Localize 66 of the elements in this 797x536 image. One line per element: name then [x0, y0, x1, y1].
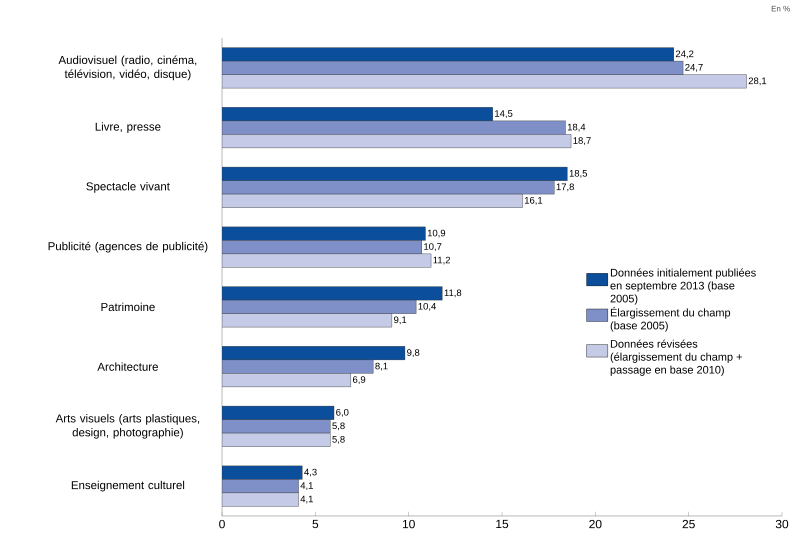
data-label: 8,1 [375, 362, 388, 371]
bar [222, 373, 352, 388]
y-tick-label: Spectacle vivant [86, 182, 170, 193]
data-label: 28,1 [748, 77, 766, 86]
legend-label: Données révisées (élargissement du champ + passage en base 2010) [610, 340, 742, 376]
y-tick-label: Audiovisuel (radio, cinéma, télévision, vidéo, disque) [58, 55, 196, 80]
legend-label: Données initialement publiées en septembre 2013 (base 2005) [610, 268, 756, 305]
x-tick-label: 30 [776, 520, 788, 528]
y-tick-label: Patrimoine [101, 302, 155, 312]
bar [222, 432, 330, 447]
data-label: 18,4 [568, 124, 586, 132]
bar [222, 254, 432, 268]
x-tick-label: 25 [682, 520, 695, 528]
data-label: 10,4 [418, 302, 436, 311]
data-label: 4,1 [300, 482, 313, 490]
data-label: 18,5 [570, 170, 588, 178]
x-tick-label: 10 [402, 520, 415, 528]
data-label: 9,8 [407, 349, 420, 358]
data-label: 17,8 [556, 183, 574, 192]
bar [222, 226, 426, 241]
bar [222, 194, 523, 208]
bar [222, 419, 330, 434]
bar [222, 466, 302, 480]
data-label: 10,7 [424, 243, 442, 252]
x-tick-label: 0 [219, 520, 225, 528]
legend-label: Élargissement du champ (base 2005) [610, 306, 730, 332]
data-label: 6,9 [352, 376, 366, 384]
bar [222, 180, 554, 194]
x-tick-label: 20 [589, 520, 602, 528]
bar [222, 346, 406, 360]
bar [222, 166, 568, 181]
data-label: 24,2 [676, 50, 694, 58]
y-tick-label: Enseignement culturel [72, 480, 184, 492]
bar [222, 300, 416, 314]
y-tick-label: Architecture [97, 362, 158, 371]
bar [222, 313, 392, 328]
y-tick-label: Publicité (agences de publicité) [48, 242, 208, 253]
bar [222, 479, 299, 494]
bar [222, 47, 674, 62]
data-label: 9,1 [394, 316, 406, 324]
y-tick-label: Arts visuels (arts plastiques, design, photographie) [56, 414, 200, 439]
x-tick-label: 15 [496, 520, 508, 528]
bar [222, 60, 684, 75]
bar [222, 360, 374, 374]
data-label: 4,3 [304, 468, 317, 477]
y-tick-label: Livre, presse [96, 122, 160, 133]
bar [222, 107, 493, 122]
data-label: 5,8 [332, 422, 345, 430]
bar [222, 286, 442, 300]
bar [222, 406, 334, 420]
bar [222, 492, 299, 507]
data-label: 5,8 [332, 436, 345, 444]
data-label: 10,9 [428, 230, 446, 238]
data-label: 6,0 [336, 408, 348, 417]
bar [222, 134, 572, 148]
bar [222, 74, 747, 88]
data-label: 11,8 [444, 289, 462, 298]
data-label: 4,1 [300, 496, 313, 504]
data-label: 24,7 [685, 64, 703, 72]
bar [222, 240, 422, 254]
x-tick-label: 5 [312, 520, 318, 528]
data-label: 14,5 [495, 110, 512, 118]
data-label: 11,2 [433, 256, 450, 265]
data-label: 18,7 [573, 137, 591, 146]
data-label: 16,1 [524, 196, 542, 205]
bar [222, 120, 566, 135]
